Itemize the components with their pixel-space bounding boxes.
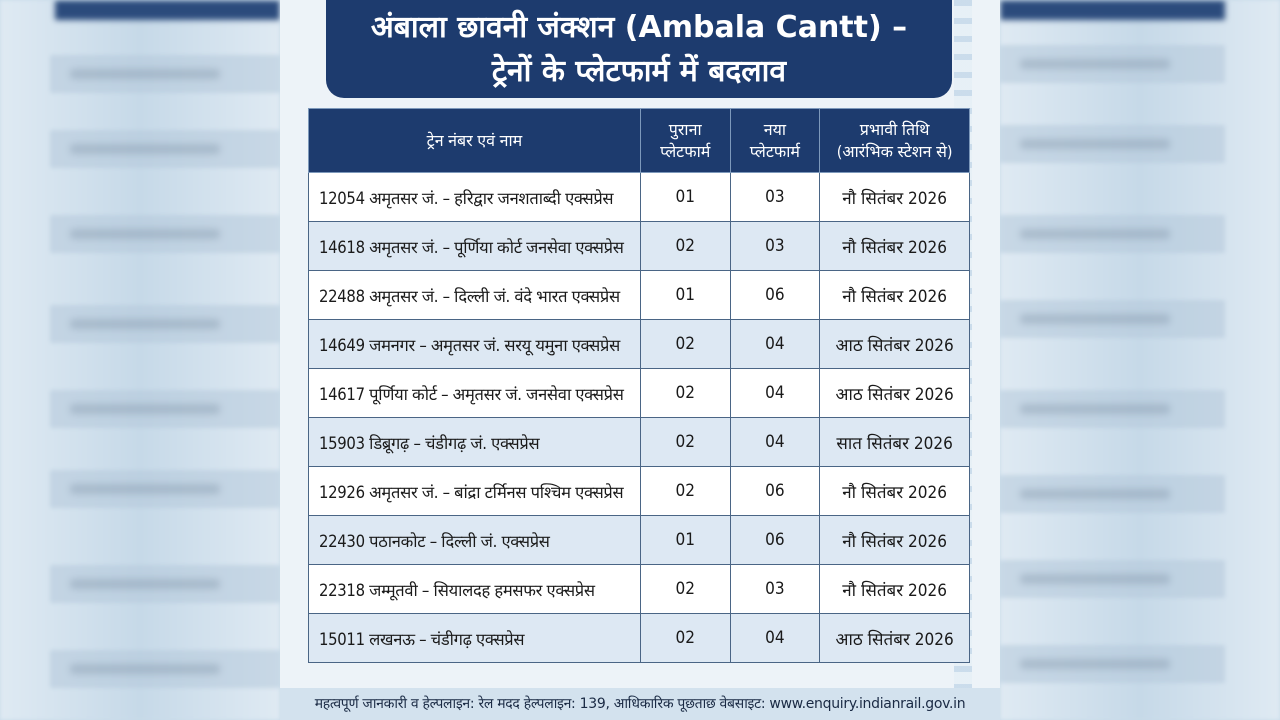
background-row [1000,475,1225,513]
table-row: 22488 अमृतसर जं. – दिल्ली जं. वंदे भारत … [308,270,970,320]
table-row: 15903 डिब्रूगढ़ – चंडीगढ़ जं. एक्सप्रेस … [308,417,970,467]
new-platform-cell: 06 [729,270,821,320]
background-header-bar [1000,0,1225,20]
title-line-1: अंबाला छावनी जंक्शन (Ambala Cantt) – [370,10,908,45]
table-row: 12054 अमृतसर जं. – हरिद्वार जनशताब्दी एक… [308,172,970,222]
effective-date-cell: सात सितंबर 2026 [819,417,970,467]
background-row [50,390,280,428]
new-platform-cell: 06 [729,515,821,565]
background-row [50,565,280,603]
table-row: 12926 अमृतसर जं. – बांद्रा टर्मिनस पश्चि… [308,466,970,516]
background-row [1000,45,1225,83]
helpline-footer: महत्वपूर्ण जानकारी व हेल्पलाइन: रेल मदद … [280,688,1000,720]
table-row: 15011 लखनऊ – चंडीगढ़ एक्सप्रेस 02 04 आठ … [308,613,970,663]
old-platform-cell: 02 [639,221,731,271]
train-name-cell: 14617 पूर्णिया कोर्ट – अमृतसर जं. जनसेवा… [308,368,641,418]
effective-date-cell: नौ सितंबर 2026 [819,515,970,565]
table-row: 22318 जम्मूतवी – सियालदह हमसफर एक्सप्रेस… [308,564,970,614]
notice-card: अंबाला छावनी जंक्शन (Ambala Cantt) – ट्र… [280,0,1000,720]
table-row: 22430 पठानकोट – दिल्ली जं. एक्सप्रेस 01 … [308,515,970,565]
effective-date-cell: आठ सितंबर 2026 [819,613,970,663]
background-blur-left [0,0,280,720]
train-name-cell: 12054 अमृतसर जं. – हरिद्वार जनशताब्दी एक… [308,172,641,222]
train-name-cell: 15011 लखनऊ – चंडीगढ़ एक्सप्रेस [308,613,641,663]
table-header-row: ट्रेन नंबर एवं नाम पुराना प्लेटफार्म नया… [308,108,970,173]
old-platform-cell: 02 [639,319,731,369]
background-row [50,130,280,168]
background-row [50,55,280,93]
new-platform-cell: 04 [729,368,821,418]
train-name-cell: 22488 अमृतसर जं. – दिल्ली जं. वंदे भारत … [308,270,641,320]
background-row [50,215,280,253]
old-platform-cell: 02 [639,564,731,614]
old-platform-cell: 02 [639,613,731,663]
title-banner: अंबाला छावनी जंक्शन (Ambala Cantt) – ट्र… [326,0,952,98]
background-blur-right [1000,0,1280,720]
effective-date-cell: आठ सितंबर 2026 [819,319,970,369]
train-name-cell: 15903 डिब्रूगढ़ – चंडीगढ़ जं. एक्सप्रेस [308,417,641,467]
train-name-cell: 22430 पठानकोट – दिल्ली जं. एक्सप्रेस [308,515,641,565]
old-platform-cell: 01 [639,515,731,565]
new-platform-cell: 03 [729,221,821,271]
table-row: 14617 पूर्णिया कोर्ट – अमृतसर जं. जनसेवा… [308,368,970,418]
new-platform-cell: 04 [729,319,821,369]
new-platform-cell: 06 [729,466,821,516]
background-row [50,650,280,688]
new-platform-cell: 03 [729,564,821,614]
new-platform-cell: 04 [729,417,821,467]
old-platform-cell: 01 [639,270,731,320]
new-platform-cell: 03 [729,172,821,222]
header-effective-date: प्रभावी तिथि (आरंभिक स्टेशन से) [819,108,970,173]
header-new-platform: नया प्लेटफार्म [729,108,821,173]
effective-date-cell: आठ सितंबर 2026 [819,368,970,418]
effective-date-cell: नौ सितंबर 2026 [819,564,970,614]
old-platform-cell: 02 [639,417,731,467]
effective-date-cell: नौ सितंबर 2026 [819,466,970,516]
background-row [1000,125,1225,163]
title-line-2: ट्रेनों के प्लेटफार्म में बदलाव [491,54,787,89]
background-row [1000,560,1225,598]
background-row [1000,645,1225,683]
table-row: 14618 अमृतसर जं. – पूर्णिया कोर्ट जनसेवा… [308,221,970,271]
background-row [50,305,280,343]
header-train-name: ट्रेन नंबर एवं नाम [308,108,641,173]
table-row: 14649 जमनगर – अमृतसर जं. सरयू यमुना एक्स… [308,319,970,369]
old-platform-cell: 02 [639,466,731,516]
effective-date-cell: नौ सितंबर 2026 [819,221,970,271]
old-platform-cell: 01 [639,172,731,222]
platform-change-table: ट्रेन नंबर एवं नाम पुराना प्लेटफार्म नया… [308,108,970,663]
old-platform-cell: 02 [639,368,731,418]
background-header-bar [55,0,280,20]
background-row [1000,300,1225,338]
new-platform-cell: 04 [729,613,821,663]
effective-date-cell: नौ सितंबर 2026 [819,270,970,320]
background-row [1000,215,1225,253]
background-row [1000,390,1225,428]
header-old-platform: पुराना प्लेटफार्म [639,108,731,173]
background-row [50,470,280,508]
train-name-cell: 14649 जमनगर – अमृतसर जं. सरयू यमुना एक्स… [308,319,641,369]
effective-date-cell: नौ सितंबर 2026 [819,172,970,222]
train-name-cell: 22318 जम्मूतवी – सियालदह हमसफर एक्सप्रेस [308,564,641,614]
train-name-cell: 14618 अमृतसर जं. – पूर्णिया कोर्ट जनसेवा… [308,221,641,271]
train-name-cell: 12926 अमृतसर जं. – बांद्रा टर्मिनस पश्चि… [308,466,641,516]
